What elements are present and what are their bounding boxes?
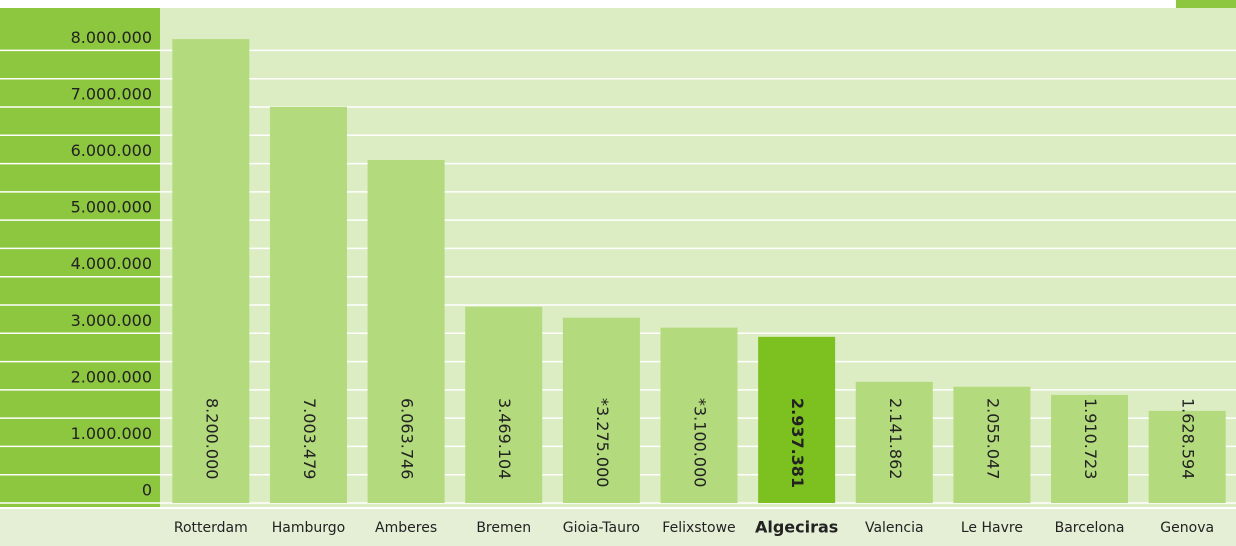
y-tick-label: 7.000.000 [71, 85, 152, 104]
x-tick-label: Rotterdam [174, 520, 248, 536]
value-label: 2.055.047 [983, 398, 1002, 479]
bar [367, 159, 445, 504]
x-tick-label: Gioia-Tauro [563, 520, 640, 536]
bar [1148, 410, 1226, 503]
value-label: 3.469.104 [495, 398, 514, 479]
value-label: *3.100.000 [691, 398, 710, 487]
y-tick-label: 0 [142, 481, 152, 500]
axis-panel [0, 8, 160, 507]
value-label: 7.003.479 [300, 398, 319, 479]
y-tick-label: 3.000.000 [71, 311, 152, 330]
x-tick-label: Algeciras [755, 518, 838, 537]
y-tick-label: 6.000.000 [71, 141, 152, 160]
bar [1051, 394, 1129, 503]
x-tick-label: Felixstowe [662, 520, 735, 536]
x-tick-label: Le Havre [961, 520, 1023, 536]
x-tick-label: Hamburgo [272, 520, 345, 536]
value-label: 1.910.723 [1081, 398, 1100, 479]
value-label: 2.937.381 [788, 398, 807, 488]
bar [465, 306, 543, 503]
x-tick-label: Barcelona [1055, 520, 1125, 536]
bar [953, 386, 1031, 503]
y-tick-label: 2.000.000 [71, 367, 152, 386]
bar [855, 381, 933, 503]
category-band [0, 509, 1236, 546]
value-label: 2.141.862 [886, 398, 905, 479]
x-tick-label: Bremen [476, 520, 531, 536]
y-tick-label: 8.000.000 [71, 28, 152, 47]
bar [172, 39, 250, 503]
corner-tab [1176, 0, 1236, 8]
y-tick-label: 1.000.000 [71, 424, 152, 443]
value-label: 1.628.594 [1179, 398, 1198, 479]
y-tick-label: 5.000.000 [71, 198, 152, 217]
bar [660, 327, 738, 503]
value-label: *3.275.000 [593, 398, 612, 487]
value-label: 6.063.746 [398, 398, 417, 479]
y-tick-label: 4.000.000 [71, 254, 152, 273]
bar [758, 336, 836, 503]
bar [269, 106, 347, 503]
bar [562, 317, 640, 503]
x-tick-label: Amberes [375, 520, 437, 536]
x-tick-label: Genova [1160, 520, 1214, 536]
x-tick-label: Valencia [865, 520, 924, 536]
value-label: 8.200.000 [202, 398, 221, 479]
